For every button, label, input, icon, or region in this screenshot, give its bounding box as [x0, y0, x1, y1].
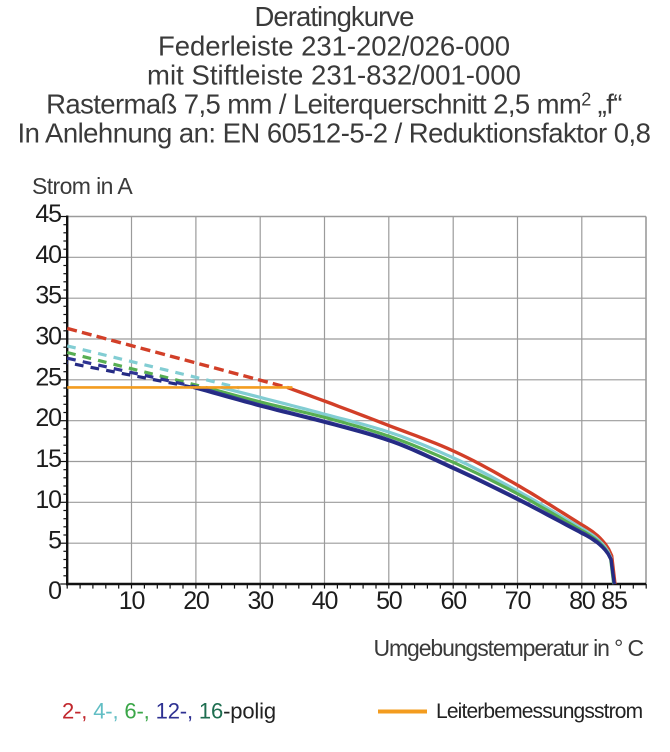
svg-text:40: 40 — [312, 587, 338, 615]
svg-text:50: 50 — [376, 587, 402, 615]
svg-text:15: 15 — [35, 445, 61, 473]
svg-text:0: 0 — [48, 577, 61, 605]
svg-text:10: 10 — [119, 587, 145, 615]
svg-text:Strom in A: Strom in A — [32, 173, 133, 199]
svg-text:45: 45 — [35, 200, 61, 228]
svg-text:85: 85 — [601, 587, 627, 615]
svg-text:Rastermaß 7,5 mm / Leiterquers: Rastermaß 7,5 mm / Leiterquerschnitt 2,5… — [46, 89, 622, 120]
svg-text:40: 40 — [35, 241, 61, 269]
svg-text:Umgebungstemperatur in ° C: Umgebungstemperatur in ° C — [373, 635, 643, 661]
svg-text:5: 5 — [48, 527, 61, 555]
svg-text:25: 25 — [35, 363, 61, 391]
svg-text:Deratingkurve: Deratingkurve — [255, 1, 415, 32]
svg-text:60: 60 — [440, 587, 466, 615]
svg-text:10: 10 — [35, 486, 61, 514]
svg-text:70: 70 — [505, 587, 531, 615]
svg-text:35: 35 — [35, 282, 61, 310]
svg-text:30: 30 — [247, 587, 273, 615]
svg-text:80: 80 — [569, 587, 595, 615]
svg-text:Federleiste 231-202/026-000: Federleiste 231-202/026-000 — [158, 31, 510, 62]
svg-text:20: 20 — [183, 587, 209, 615]
svg-text:30: 30 — [35, 323, 61, 351]
svg-text:mit Stiftleiste 231-832/001-00: mit Stiftleiste 231-832/001-000 — [147, 60, 521, 91]
svg-text:20: 20 — [35, 404, 61, 432]
svg-text:In Anlehnung an: EN 60512-5-2: In Anlehnung an: EN 60512-5-2 / Reduktio… — [18, 118, 651, 149]
svg-text:2-, 4-, 6-, 12-, 16-polig: 2-, 4-, 6-, 12-, 16-polig — [62, 699, 276, 724]
svg-text:Leiterbemessungsstrom: Leiterbemessungsstrom — [436, 700, 643, 723]
